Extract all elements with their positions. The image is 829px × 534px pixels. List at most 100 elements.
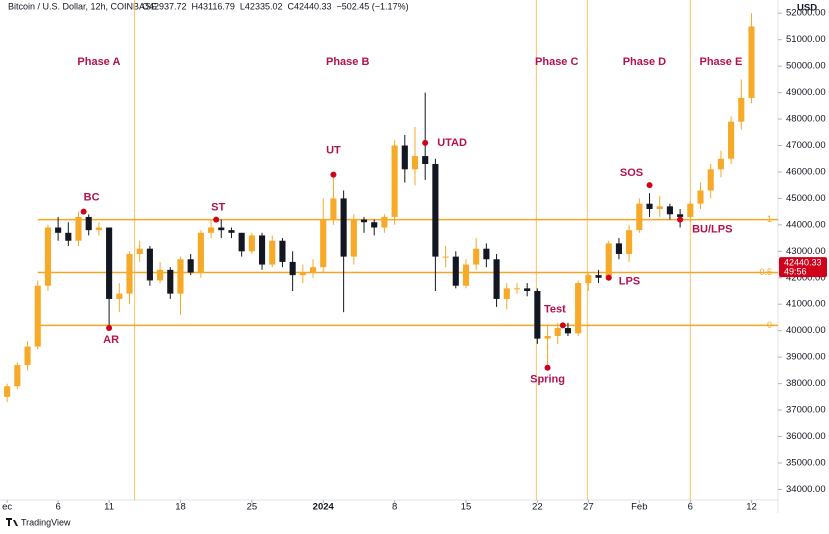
annotation-label: ST — [211, 201, 225, 213]
candle-body — [24, 346, 31, 366]
x-tick-label: 12 — [746, 502, 757, 513]
x-tick-label: 11 — [104, 502, 114, 513]
annotation-label: SOS — [620, 167, 643, 179]
candle-body — [666, 206, 673, 215]
candle-body — [513, 288, 521, 290]
candle-body — [422, 156, 429, 165]
candle-body — [279, 240, 286, 262]
candle-body — [371, 222, 378, 228]
candle-body — [95, 227, 102, 231]
x-tick-label: 8 — [392, 502, 397, 513]
y-tick-label: 40000.00 — [786, 325, 826, 336]
candle-body — [269, 240, 276, 265]
y-tick-label: 48000.00 — [786, 114, 826, 125]
annotation-marker — [422, 139, 429, 146]
candle-body — [615, 243, 622, 254]
y-tick-label: 35000.00 — [786, 457, 826, 468]
phase-label: Phase D — [623, 56, 666, 68]
candle-body — [177, 259, 184, 294]
y-tick-label: 43000.00 — [786, 246, 826, 257]
candle-body — [442, 256, 449, 258]
phase-label: Phase E — [699, 56, 742, 68]
candle-body — [626, 230, 633, 254]
candle-body — [564, 328, 572, 334]
candle-body — [85, 216, 92, 231]
candle-body — [75, 216, 82, 241]
y-tick-label: 36000.00 — [786, 431, 826, 442]
candle-body — [605, 243, 612, 278]
annotation-label: BU/LPS — [692, 223, 732, 235]
annotation-marker — [677, 216, 684, 223]
candle-body — [258, 235, 266, 265]
brand: TradingView — [21, 517, 71, 527]
candle-body — [381, 216, 388, 228]
candle-body — [350, 219, 357, 257]
ohlc-value: L42335.02 — [240, 1, 283, 11]
annotation-label: Test — [544, 303, 566, 315]
annotation-label: UT — [326, 145, 341, 157]
annotation-marker — [330, 171, 337, 178]
annotation-marker — [80, 208, 87, 215]
candle-body — [585, 275, 592, 284]
y-tick-label: 47000.00 — [786, 140, 826, 151]
candle-body — [575, 283, 582, 334]
candle-body — [554, 328, 561, 336]
candle-body — [411, 156, 419, 170]
annotation-marker — [544, 364, 551, 371]
candle-body — [126, 253, 133, 294]
candle-body — [360, 219, 368, 223]
candle-body — [687, 203, 694, 217]
candle-body — [208, 227, 215, 233]
candle-body — [228, 230, 235, 233]
y-tick-label: 37000.00 — [786, 405, 826, 416]
y-tick-label: 34000.00 — [786, 484, 826, 495]
candle-body — [473, 248, 480, 265]
annotation-marker — [559, 322, 566, 329]
candle-body — [34, 285, 41, 347]
candle-body — [320, 219, 327, 268]
candle-body — [646, 203, 653, 209]
annotation-marker — [213, 216, 220, 223]
y-tick-label: 41000.00 — [786, 299, 826, 310]
candle-body — [462, 264, 470, 286]
y-tick-label: 50000.00 — [786, 61, 826, 72]
candle-body — [432, 164, 439, 257]
brand-logo: TradingView — [6, 517, 71, 527]
candle-body — [187, 259, 194, 273]
price-tag-countdown: 49:56 — [784, 267, 807, 277]
candle-body — [717, 158, 724, 170]
candle-body — [483, 248, 490, 260]
candle-body — [197, 232, 204, 273]
logo-icon — [6, 518, 18, 526]
candle-body — [65, 232, 72, 241]
x-tick-label: 6 — [688, 502, 693, 513]
annotation-label: UTAD — [437, 137, 467, 149]
x-tick-label: 22 — [532, 502, 543, 513]
candle-body — [55, 227, 62, 233]
x-tick-label: 2024 — [313, 502, 335, 513]
price-tag — [779, 257, 827, 278]
y-tick-label: 45000.00 — [786, 193, 826, 204]
y-tick-label: 44000.00 — [786, 219, 826, 230]
annotation-label: BC — [84, 192, 100, 204]
candle-body — [728, 121, 735, 159]
candle-body — [106, 227, 113, 299]
y-tick-label: 49000.00 — [786, 87, 826, 98]
y-tick-label: 52000.00 — [786, 8, 826, 19]
candle-body — [299, 272, 306, 276]
candle-body — [136, 248, 143, 254]
candle-body — [738, 97, 745, 122]
candle-body — [14, 365, 21, 387]
y-tick-label: 38000.00 — [786, 378, 826, 389]
x-tick-label: 6 — [55, 502, 60, 513]
candle-body — [656, 206, 663, 209]
y-tick-label: 42000.00 — [786, 272, 826, 283]
candle-body — [595, 275, 602, 278]
level-label: 1 — [767, 214, 772, 224]
ohlc-value: C42440.33 — [287, 1, 331, 11]
candle-body — [697, 190, 704, 204]
candle-body — [503, 288, 510, 299]
candle-body — [157, 269, 164, 281]
